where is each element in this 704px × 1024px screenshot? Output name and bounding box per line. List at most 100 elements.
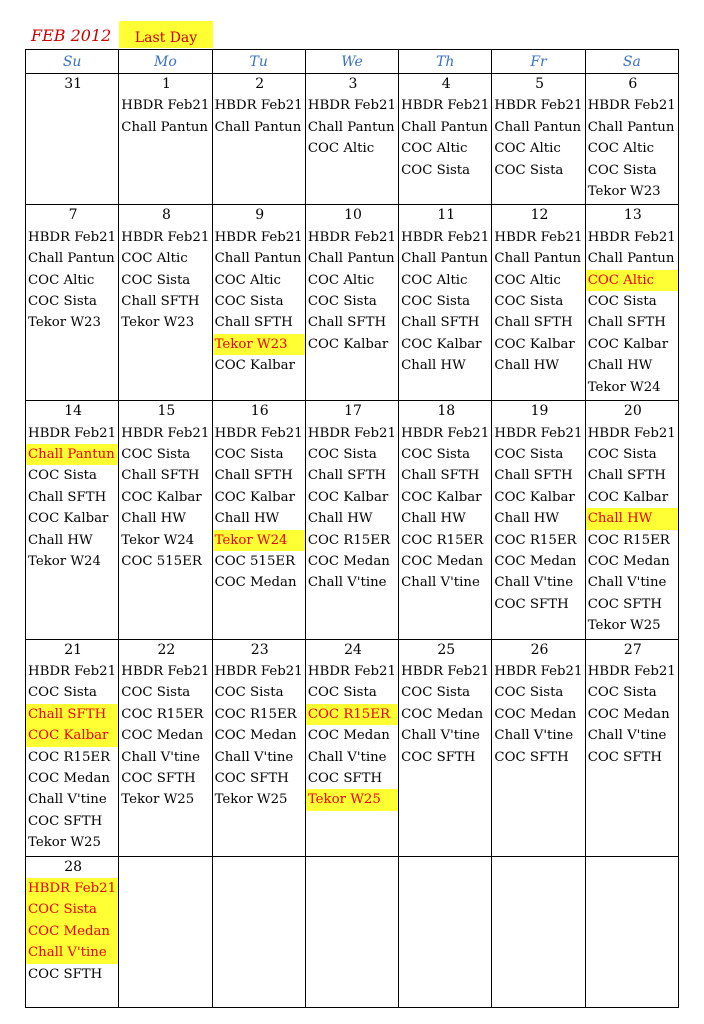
event-item: Chall V'tine bbox=[28, 792, 107, 808]
event-item: COC Altic bbox=[494, 272, 561, 288]
event-item: Chall Pantun bbox=[307, 251, 395, 267]
day-number: 10 bbox=[344, 207, 362, 224]
day-number: 15 bbox=[157, 403, 176, 420]
event-item: COC Kalbar bbox=[587, 489, 669, 505]
event-item: Chall SFTH bbox=[214, 315, 293, 331]
day-cell: 11 HBDR Feb21 Chall Pantun COC Altic COC Sis… bbox=[398, 204, 493, 402]
event-item: COC Kalbar bbox=[401, 489, 482, 505]
event-item: Chall SFTH bbox=[401, 315, 480, 331]
event-item: Chall Pantun bbox=[494, 251, 582, 267]
event-item: HBDR Feb21 bbox=[214, 229, 303, 245]
event-item: Tekor W23 bbox=[213, 333, 305, 356]
event-item: Chall SFTH bbox=[587, 468, 666, 484]
day-cell: 24 HBDR Feb21 COC Sista COC R15ER COC Medan C… bbox=[304, 638, 400, 857]
event-item: HBDR Feb21 bbox=[121, 229, 210, 245]
day-cell: 16 HBDR Feb21 COC Sista Chall SFTH COC Kalba… bbox=[211, 400, 306, 640]
month-title: FEB 2012 bbox=[31, 26, 112, 45]
event-item: Chall Pantun bbox=[121, 119, 208, 135]
event-item: HBDR Feb21 bbox=[587, 425, 676, 441]
day-cell: 8 HBDR Feb21 COC Altic COC Sista Chall SFTH T… bbox=[118, 204, 213, 402]
event-item: COC Medan bbox=[401, 553, 484, 569]
event-item: Tekor W25 bbox=[121, 792, 195, 808]
day-cell bbox=[304, 855, 400, 1008]
event-item: HBDR Feb21 bbox=[121, 98, 210, 114]
day-number: 22 bbox=[157, 641, 176, 658]
event-item: COC Altic bbox=[494, 141, 561, 157]
day-cell bbox=[211, 855, 306, 1008]
event-item: Tekor W23 bbox=[587, 184, 661, 200]
event-item: COC Sista bbox=[401, 685, 471, 701]
day-cell: 6 HBDR Feb21 Chall Pantun COC Altic COC Sist… bbox=[584, 72, 680, 206]
event-item: Chall V'tine bbox=[494, 575, 574, 591]
event-item: COC Sista bbox=[401, 294, 471, 310]
event-item: COC Sista bbox=[587, 685, 657, 701]
legend-last-day: Last Day bbox=[119, 21, 213, 48]
event-item: COC Kalbar bbox=[214, 489, 295, 505]
day-number: 23 bbox=[250, 641, 269, 658]
day-cell: 7 HBDR Feb21 Chall Pantun COC Altic COC Sist… bbox=[24, 204, 120, 402]
event-item: COC Altic bbox=[401, 141, 468, 157]
day-cell: 27 HBDR Feb21 COC Sista COC Medan Chall V'ti… bbox=[584, 638, 680, 857]
day-number: 21 bbox=[64, 641, 83, 658]
day-number: 31 bbox=[64, 76, 83, 92]
day-cell: 18 HBDR Feb21 COC Sista Chall SFTH COC Kalba… bbox=[398, 400, 493, 640]
event-item: Chall HW bbox=[307, 511, 373, 527]
event-item: COC Sista bbox=[307, 685, 377, 701]
event-item: COC 515ER bbox=[121, 553, 202, 569]
event-item: Chall HW bbox=[587, 358, 653, 374]
day-cell: 31 bbox=[24, 72, 120, 206]
event-item: Chall SFTH bbox=[307, 468, 387, 484]
day-number: 17 bbox=[344, 403, 362, 420]
weekday: Mo bbox=[118, 49, 213, 74]
week-row: 7 HBDR Feb21 Chall Pantun COC Altic COC Sist… bbox=[24, 204, 680, 402]
event-item: COC 515ER bbox=[214, 553, 296, 569]
event-item: COC Medan bbox=[494, 553, 577, 569]
day-cell: 19 HBDR Feb21 COC Sista Chall SFTH COC Kalba… bbox=[491, 400, 586, 640]
event-item: COC Medan bbox=[401, 706, 484, 722]
event-item: COC Altic bbox=[28, 272, 95, 288]
day-cell: 26 HBDR Feb21 COC Sista COC Medan Chall V'ti… bbox=[491, 638, 586, 857]
event-item: HBDR Feb21 bbox=[28, 229, 117, 245]
event-item: COC SFTH bbox=[121, 771, 196, 786]
event-item: Tekor W23 bbox=[28, 315, 101, 331]
event-item: COC Kalbar bbox=[214, 358, 295, 374]
event-item: COC Sista bbox=[121, 272, 191, 288]
event-item: HBDR Feb21 bbox=[307, 425, 396, 441]
day-cell: 25 HBDR Feb21 COC Sista COC Medan Chall V'ti… bbox=[398, 638, 493, 857]
event-item: Tekor W25 bbox=[587, 618, 661, 634]
event-item: COC Sista bbox=[214, 685, 284, 701]
weekday: Sa bbox=[584, 49, 680, 74]
day-cell: 20 HBDR Feb21 COC Sista Chall SFTH COC Kalba… bbox=[584, 400, 680, 640]
week-row: 21 HBDR Feb21 COC Sista Chall SFTH COC Kalba… bbox=[24, 638, 680, 857]
event-item: COC R15ER bbox=[306, 703, 398, 726]
event-item: COC Altic bbox=[587, 141, 655, 157]
day-number: 7 bbox=[68, 207, 78, 224]
event-item: Chall SFTH bbox=[121, 294, 200, 310]
event-item: COC R15ER bbox=[401, 532, 484, 548]
event-item: COC Medan bbox=[494, 706, 577, 722]
event-item: HBDR Feb21 bbox=[494, 425, 583, 441]
event-item: Chall Pantun bbox=[307, 119, 395, 135]
event-item: COC Kalbar bbox=[307, 336, 389, 352]
day-number: 25 bbox=[437, 641, 456, 658]
event-item: COC R15ER bbox=[307, 532, 390, 548]
event-item: COC Kalbar bbox=[587, 336, 669, 352]
event-item: COC SFTH bbox=[494, 749, 569, 765]
event-item: Chall HW bbox=[121, 511, 186, 527]
event-item: COC Medan bbox=[214, 575, 297, 591]
event-item: COC Kalbar bbox=[26, 725, 118, 747]
event-item: Chall V'tine bbox=[121, 749, 200, 765]
event-item: COC Sista bbox=[307, 294, 377, 310]
day-number: 9 bbox=[255, 207, 265, 224]
event-item: COC Sista bbox=[26, 899, 118, 921]
event-item: Chall HW bbox=[28, 532, 93, 548]
event-item: Chall Pantun bbox=[401, 251, 488, 267]
event-item: Chall Pantun bbox=[401, 119, 488, 135]
week-row: 28 HBDR Feb21 COC Sista COC Medan Chall V'ti… bbox=[24, 855, 680, 1008]
event-item: Chall Pantun bbox=[494, 119, 582, 135]
day-cell: 13 HBDR Feb21 Chall Pantun COC Altic COC Sis… bbox=[584, 204, 680, 402]
event-item: Chall HW bbox=[494, 358, 560, 374]
day-number: 3 bbox=[348, 76, 358, 92]
event-item: HBDR Feb21 bbox=[121, 663, 210, 679]
weekday: We bbox=[304, 49, 400, 74]
